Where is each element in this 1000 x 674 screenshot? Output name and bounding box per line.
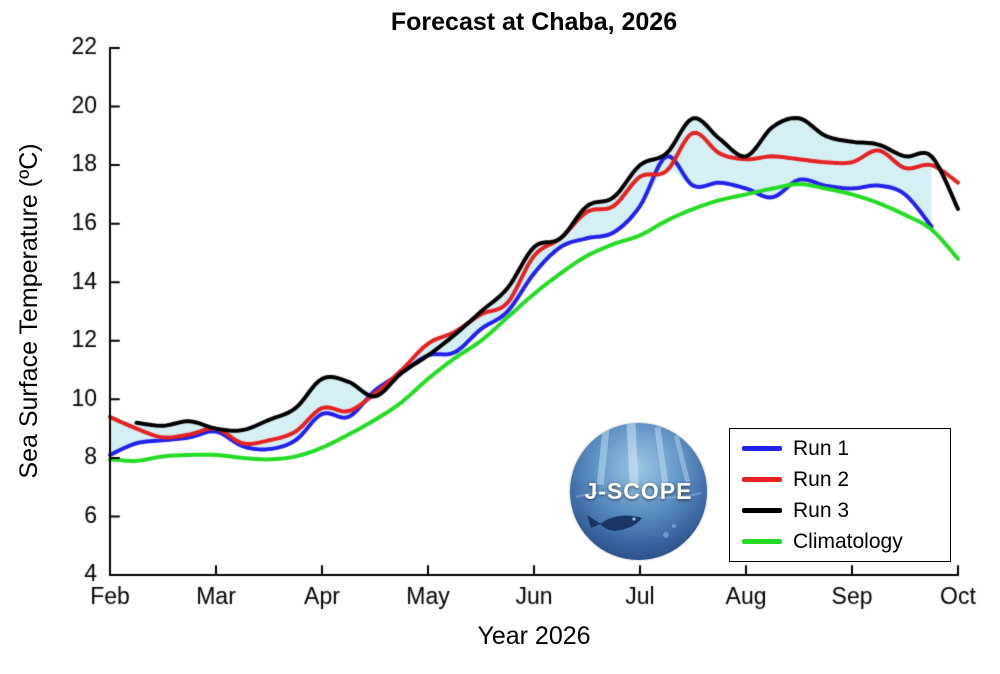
legend-line-sample-run-1 [742, 446, 782, 451]
x-axis-label: Year 2026 [477, 622, 591, 650]
legend-item-run-1: Run 1 [742, 435, 938, 463]
legend-line-sample-run-2 [742, 477, 782, 482]
legend-label-run-3: Run 3 [793, 498, 850, 522]
logo-ocean-art [575, 423, 702, 538]
legend-item-run-2: Run 2 [742, 466, 938, 494]
legend-item-climatology: Climatology [742, 528, 938, 556]
y-axis-label: Sea Surface Temperature (ºC) [15, 143, 43, 479]
chart-title: Forecast at Chaba, 2026 [390, 8, 678, 36]
legend-label-run-1: Run 1 [793, 436, 850, 460]
jscope-logo: J-SCOPE [570, 423, 707, 560]
legend-label-run-2: Run 2 [793, 467, 850, 491]
legend-box: Run 1 Run 2 Run 3 Climatology [729, 428, 951, 562]
legend-line-sample-climatology [742, 539, 782, 544]
legend-label-climatology: Climatology [793, 529, 903, 553]
legend-line-sample-run-3 [742, 508, 782, 513]
jscope-logo-text: J-SCOPE [584, 478, 693, 504]
legend-item-run-3: Run 3 [742, 497, 938, 525]
